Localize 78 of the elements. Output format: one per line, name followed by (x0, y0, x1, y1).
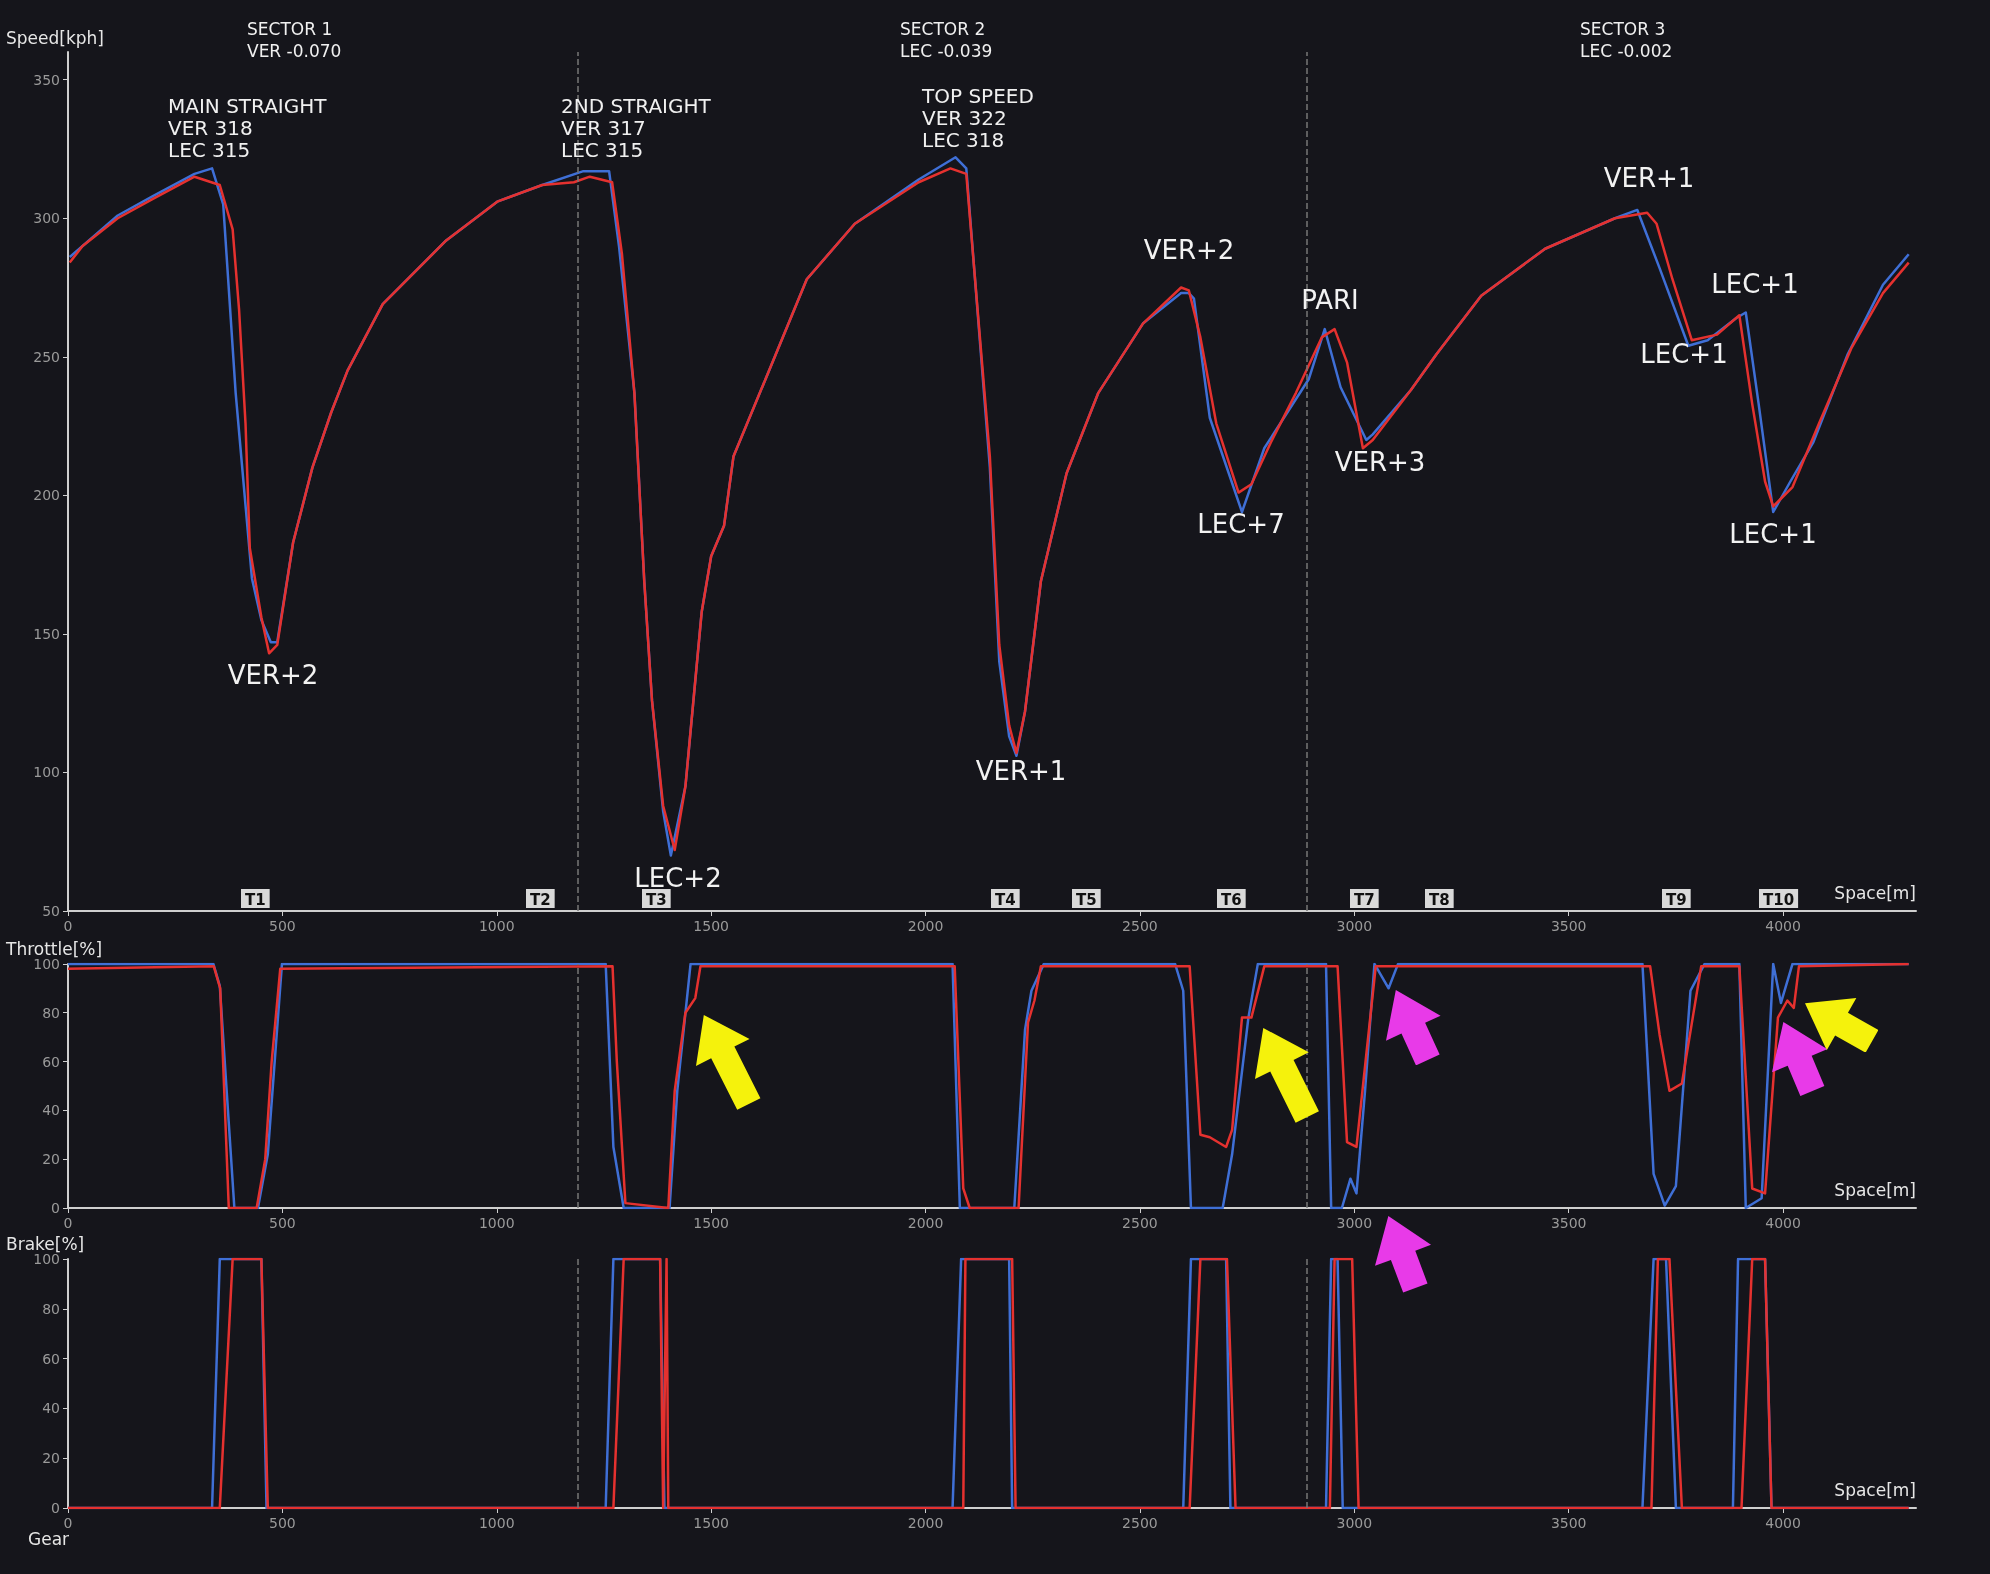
x-tick-label: 3500 (1550, 1215, 1587, 1231)
x-tick-label: 1500 (693, 1215, 729, 1231)
annotation: T10 (1763, 890, 1795, 909)
annotation: SECTOR 1 VER -0.070 (247, 19, 342, 61)
y-tick-label: 60 (42, 1350, 60, 1367)
x-tick-label: 2000 (907, 1515, 944, 1531)
annotation: 2ND STRAIGHT VER 317 LEC 315 (561, 94, 712, 162)
y-tick-label: 0 (51, 1200, 60, 1216)
y-tick-label: 300 (33, 210, 60, 227)
annotation: T3 (646, 890, 667, 909)
x-axis-title: Space[m] (1834, 882, 1916, 903)
annotation: VER+3 (1334, 447, 1426, 477)
y-tick-label: 100 (33, 764, 60, 781)
x-tick-label: 4000 (1765, 918, 1801, 934)
annotation: T2 (530, 890, 551, 909)
annotation: LEC+7 (1197, 509, 1285, 539)
x-tick-label: 2500 (1122, 918, 1158, 934)
x-tick-label: 3000 (1336, 1215, 1373, 1231)
annotation: T8 (1429, 890, 1450, 909)
y-tick-label: 80 (42, 1300, 60, 1317)
annotation: T6 (1221, 890, 1242, 909)
annotation: PARI (1301, 285, 1359, 315)
x-tick-label: 4000 (1765, 1215, 1801, 1231)
x-tick-label: 2500 (1122, 1515, 1158, 1531)
x-tick-label: 1000 (478, 1515, 515, 1531)
annotation: VER+1 (1603, 163, 1695, 193)
x-tick-label: 1500 (693, 918, 729, 934)
y-tick-label: 0 (51, 1500, 60, 1516)
y-tick-label: 100 (33, 1251, 60, 1267)
x-tick-label: 3500 (1550, 918, 1587, 934)
x-tick-label: 0 (63, 1215, 73, 1231)
x-tick-label: 3000 (1336, 1515, 1373, 1531)
x-tick-label: 2000 (907, 918, 944, 934)
x-tick-label: 3500 (1550, 1515, 1587, 1531)
annotation: LEC+2 (634, 863, 722, 893)
x-axis-title: Space[m] (1834, 1179, 1916, 1200)
text: Gear (28, 1528, 70, 1549)
x-tick-label: 4000 (1765, 1515, 1801, 1531)
x-tick-label: 500 (269, 918, 296, 934)
y-tick-label: 20 (42, 1450, 60, 1467)
y-tick-label: 60 (42, 1053, 60, 1070)
annotation: VER+2 (227, 660, 319, 690)
y-tick-label: 200 (33, 487, 60, 504)
x-tick-label: 500 (269, 1215, 296, 1231)
y-tick-label: 40 (42, 1400, 60, 1417)
y-tick-label: 80 (42, 1004, 60, 1021)
annotation: VER+1 (975, 756, 1067, 786)
annotation: T9 (1666, 890, 1687, 909)
x-tick-label: 1500 (693, 1515, 729, 1531)
annotation: SECTOR 3 LEC -0.002 (1580, 19, 1673, 61)
annotation: T7 (1354, 890, 1375, 909)
y-tick-label: 20 (42, 1151, 60, 1168)
annotation: VER+2 (1143, 235, 1235, 265)
annotation: LEC+1 (1729, 519, 1817, 549)
x-tick-label: 500 (269, 1515, 296, 1531)
x-tick-label: 0 (63, 918, 73, 934)
annotation: LEC+1 (1711, 269, 1799, 299)
x-tick-label: 0 (63, 1515, 73, 1531)
y-tick-label: 250 (33, 348, 60, 365)
y-tick-label: 50 (42, 903, 60, 919)
annotation: T4 (995, 890, 1016, 909)
annotation: SECTOR 2 LEC -0.039 (900, 19, 993, 61)
x-tick-label: 2500 (1122, 1215, 1158, 1231)
y-axis-title: Speed[kph] (6, 27, 104, 48)
annotation: LEC+1 (1640, 339, 1728, 369)
x-tick-label: 1000 (478, 1215, 515, 1231)
x-tick-label: 3000 (1336, 918, 1373, 934)
x-tick-label: 1000 (478, 918, 515, 934)
y-tick-label: 350 (33, 71, 60, 88)
y-axis-title: Brake[%] (6, 1233, 85, 1254)
annotation: TOP SPEED VER 322 LEC 318 (921, 84, 1034, 152)
annotation: T1 (245, 890, 266, 909)
annotation: T5 (1076, 890, 1097, 909)
annotation: MAIN STRAIGHT VER 318 LEC 315 (168, 94, 328, 162)
y-tick-label: 40 (42, 1102, 60, 1119)
x-axis-title: Space[m] (1834, 1479, 1916, 1500)
x-tick-label: 2000 (907, 1215, 944, 1231)
y-tick-label: 150 (33, 625, 60, 642)
